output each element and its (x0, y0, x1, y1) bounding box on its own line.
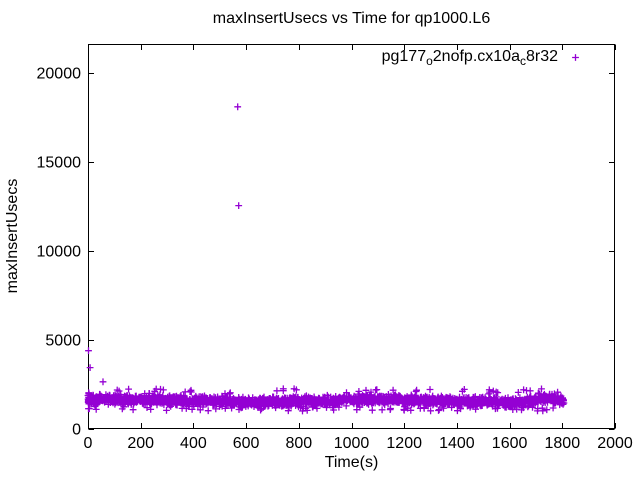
plot-border (88, 44, 615, 429)
y-tick-label: 5000 (45, 333, 81, 350)
scatter-points-series-1 (84, 103, 568, 415)
legend-label-subscript: c (519, 54, 526, 68)
y-tick-label: 20000 (37, 66, 82, 83)
x-tick-label: 800 (285, 435, 312, 452)
x-tick-label: 0 (84, 435, 93, 452)
axis-ticks (88, 44, 616, 430)
legend-label-text: pg177 (381, 48, 427, 65)
legend-label-text: 2nofp.cx10a (432, 48, 520, 65)
legend-label-text: 8r32 (525, 48, 558, 65)
x-tick-label: 2000 (597, 435, 633, 452)
x-tick-label: 600 (233, 435, 260, 452)
x-axis-label: Time(s) (324, 454, 379, 471)
x-tick-label: 400 (180, 435, 207, 452)
y-tick-label: 10000 (37, 244, 82, 261)
x-tick-label: 1000 (334, 435, 370, 452)
y-tick-label: 0 (72, 422, 81, 439)
legend-series-label: pg177o2nofp.cx10ac8r32 (381, 48, 558, 68)
x-tick-label: 1200 (386, 435, 422, 452)
y-tick-label: 15000 (37, 155, 82, 172)
legend-label-subscript: o (426, 54, 433, 68)
y-axis-label: maxInsertUsecs (4, 178, 21, 294)
plus-marker-icon (572, 53, 579, 61)
legend: pg177o2nofp.cx10ac8r32 (381, 48, 582, 68)
chart-title: maxInsertUsecs vs Time for qp1000.L6 (212, 10, 491, 27)
x-tick-label: 200 (127, 435, 154, 452)
x-tick-label: 1600 (492, 435, 528, 452)
x-tick-label: 1400 (439, 435, 475, 452)
x-tick-label: 1800 (545, 435, 581, 452)
